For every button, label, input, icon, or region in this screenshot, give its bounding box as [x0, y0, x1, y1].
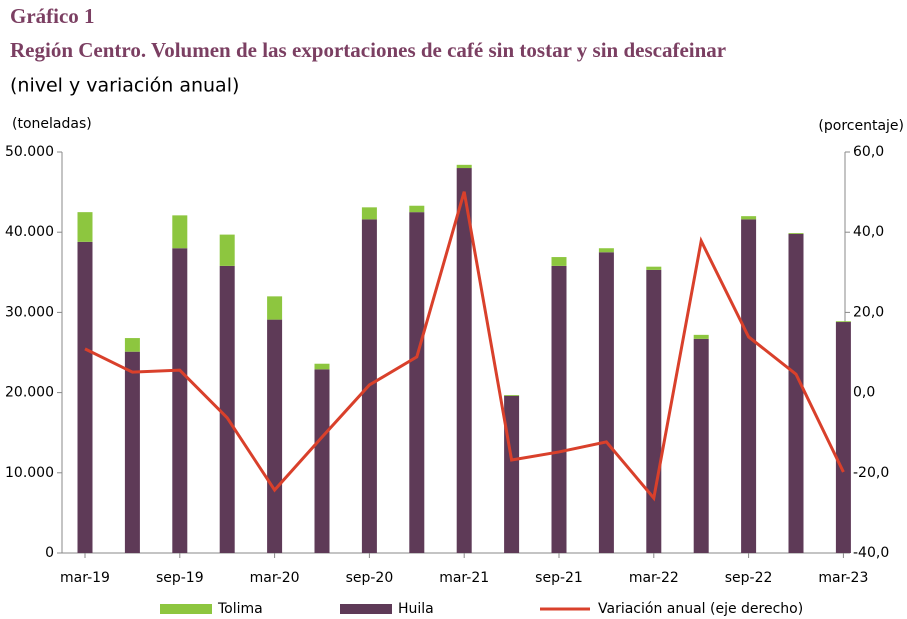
y-tick-label: 30.000 [5, 304, 54, 320]
x-tick-label: mar-22 [629, 570, 679, 586]
y-tick-label: 10.000 [5, 465, 54, 481]
bar [693, 334, 709, 339]
bar [172, 215, 188, 249]
x-tick-label: sep-21 [535, 570, 583, 586]
chart-note: (nivel y variación anual) [10, 75, 239, 97]
x-tick-label: sep-19 [156, 570, 204, 586]
bar [598, 252, 614, 553]
y2-axis-label: (porcentaje) [818, 118, 904, 134]
bar [456, 168, 472, 554]
legend-label: Huila [398, 601, 434, 617]
bar [693, 338, 709, 553]
y-tick-label: 20.000 [5, 385, 54, 401]
x-tick-label: sep-20 [346, 570, 394, 586]
bar [124, 351, 140, 553]
bar [361, 207, 377, 220]
line [84, 191, 845, 502]
x-tick-label: mar-19 [60, 570, 110, 586]
bar [504, 395, 520, 553]
x-tick-label: mar-23 [818, 570, 868, 586]
bar [456, 164, 472, 169]
y-tick-label: 0 [45, 545, 54, 561]
legend-label: Variación anual (eje derecho) [598, 601, 803, 617]
bar [598, 248, 614, 253]
bar [172, 248, 188, 554]
bar [835, 321, 851, 323]
y-tick-label: 40.000 [5, 224, 54, 240]
y2-tick-label: 40,0 [853, 224, 884, 240]
bar [219, 234, 235, 266]
bar [314, 369, 330, 553]
bar [551, 265, 567, 553]
bar [551, 257, 567, 266]
bar [219, 265, 235, 553]
bar [124, 338, 140, 352]
bar [409, 205, 425, 213]
chart-subtitle: Región Centro. Volumen de las exportacio… [10, 38, 726, 62]
bar [741, 216, 757, 220]
bar [788, 233, 804, 553]
legend-swatch [160, 604, 212, 614]
bar [646, 266, 662, 270]
bar [788, 233, 804, 234]
bar [409, 212, 425, 553]
bar [741, 219, 757, 554]
legend-swatch [340, 604, 392, 614]
x-tick-label: mar-20 [250, 570, 300, 586]
chart-title: Gráfico 1 [10, 4, 95, 28]
bar [77, 212, 93, 242]
bar [267, 296, 283, 320]
y2-tick-label: -20,0 [853, 465, 889, 481]
y-axis-label: (toneladas) [12, 116, 92, 132]
bar [314, 363, 330, 370]
y-tick-label: 50.000 [5, 144, 54, 160]
y2-tick-label: 60,0 [853, 144, 884, 160]
legend-label: Tolima [217, 601, 263, 617]
y2-tick-label: -40,0 [853, 545, 889, 561]
bar [504, 395, 520, 396]
bar [77, 241, 93, 553]
bar [267, 319, 283, 553]
x-tick-label: mar-21 [439, 570, 489, 586]
x-tick-label: sep-22 [725, 570, 773, 586]
bar [646, 269, 662, 553]
y2-tick-label: 20,0 [853, 304, 884, 320]
y2-tick-label: 0,0 [853, 385, 875, 401]
bar [835, 322, 851, 553]
